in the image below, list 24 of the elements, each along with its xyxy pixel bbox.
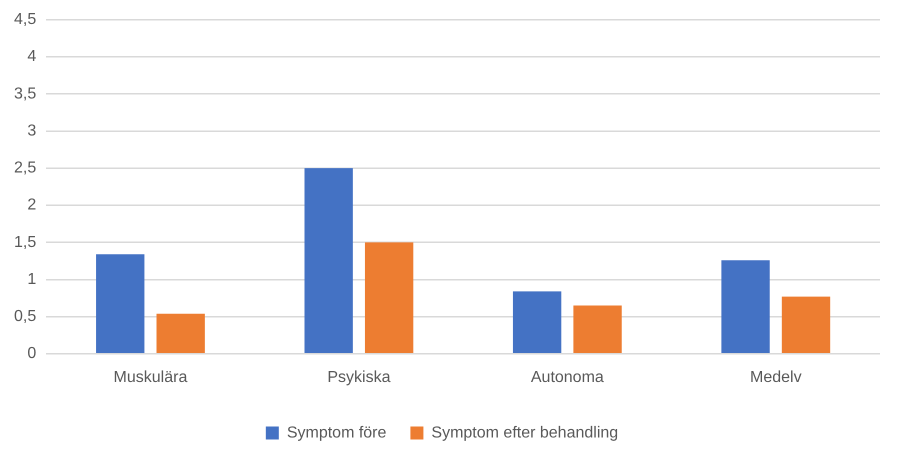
y-tick-label: 3 <box>27 122 36 140</box>
y-tick-label: 0,5 <box>14 308 36 326</box>
x-tick-label: Autonoma <box>530 368 604 386</box>
bar <box>782 296 830 354</box>
y-tick-label: 1,5 <box>14 234 36 251</box>
y-tick-label: 0 <box>27 345 36 362</box>
bar <box>364 242 414 354</box>
y-tick-label: 2 <box>27 196 36 214</box>
bar <box>96 254 144 354</box>
bar <box>304 168 353 354</box>
y-tick-label: 3,5 <box>14 85 36 102</box>
y-tick-label: 2,5 <box>14 160 36 177</box>
legend-label: Symptom före <box>286 424 387 442</box>
bar <box>573 306 622 354</box>
y-tick-label: 4,5 <box>14 11 36 28</box>
y-tick-label: 1 <box>27 270 36 288</box>
bar <box>156 314 205 354</box>
x-tick-label: Muskulära <box>114 368 188 386</box>
y-tick-label: 4 <box>27 48 36 66</box>
x-tick-label: Medelv <box>750 368 802 386</box>
bar <box>512 291 562 354</box>
legend-label: Symptom efter behandling <box>431 424 618 442</box>
bar <box>721 260 770 354</box>
x-tick-label: Psykiska <box>327 368 391 386</box>
